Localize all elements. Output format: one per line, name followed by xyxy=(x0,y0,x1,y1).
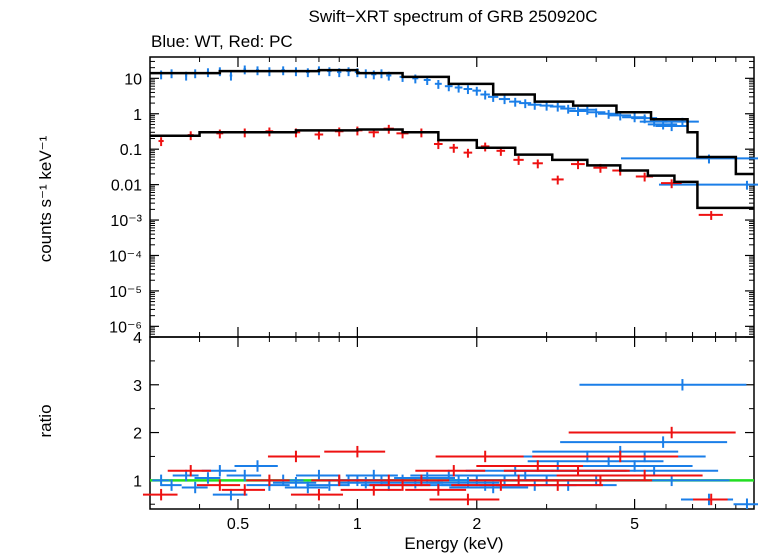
y-tick-label: 1 xyxy=(133,473,142,490)
model-curve-pc xyxy=(150,128,754,210)
y-tick-label: 10 xyxy=(124,71,142,88)
y-tick-label: 10⁻⁴ xyxy=(109,248,142,265)
x-tick-label: 2 xyxy=(472,516,481,533)
x-axis-label: Energy (keV) xyxy=(404,534,503,553)
x-tick-label: 1 xyxy=(353,516,362,533)
y-tick-label: 1 xyxy=(133,107,142,124)
x-tick-label: 5 xyxy=(630,516,639,533)
ratio-panel: 1 2 3 4 0.5 1 2 5 xyxy=(133,330,758,533)
y-tick-label: 3 xyxy=(133,378,142,395)
chart-subtitle: Blue: WT, Red: PC xyxy=(151,32,293,51)
ratio-y-axis-label: ratio xyxy=(36,404,55,437)
model-curve-wt xyxy=(150,68,754,176)
y-tick-label: 4 xyxy=(133,330,142,347)
y-tick-label: 10⁻⁵ xyxy=(109,284,142,301)
y-tick-label: 10⁻³ xyxy=(110,213,142,230)
x-tick-label: 0.5 xyxy=(227,516,249,533)
y-tick-label: 2 xyxy=(133,426,142,443)
chart-title: Swift−XRT spectrum of GRB 250920C xyxy=(309,7,598,26)
ratio-frame xyxy=(149,336,755,510)
top-y-axis-label: counts s⁻¹ keV⁻¹ xyxy=(36,135,55,262)
spectrum-panel: 10 1 0.1 0.01 10⁻³ 10⁻⁴ 10⁻⁵ 10⁻⁶ xyxy=(109,56,758,338)
y-tick-label: 0.01 xyxy=(111,178,142,195)
spectrum-frame xyxy=(149,56,755,338)
y-tick-label: 0.1 xyxy=(120,142,142,159)
y-tick-label: 10⁻⁶ xyxy=(109,319,142,336)
